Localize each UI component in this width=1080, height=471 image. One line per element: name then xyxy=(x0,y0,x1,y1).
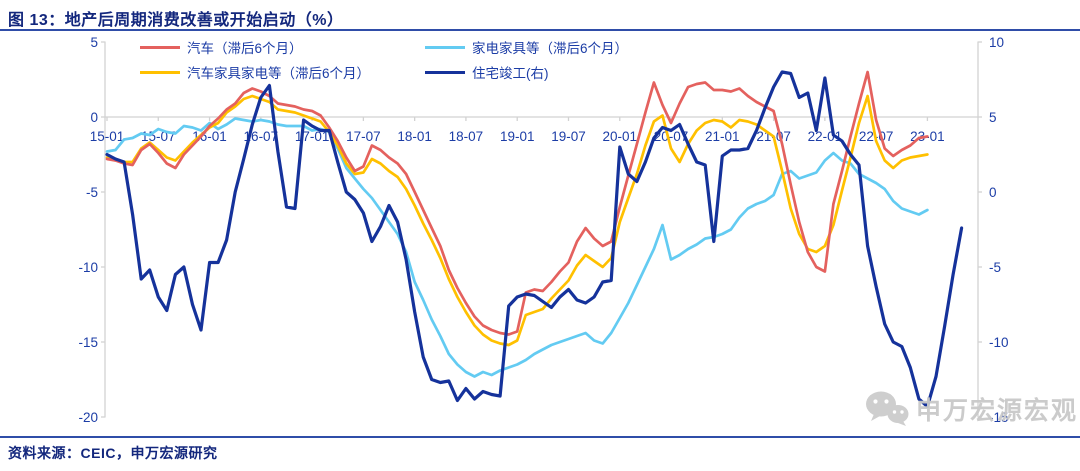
x-axis-tick-label: 20-01 xyxy=(602,129,637,144)
x-axis-tick-label: 16-01 xyxy=(192,129,227,144)
x-axis-tick-label: 16-07 xyxy=(244,129,279,144)
legend-item-residential-completion: 住宅竣工(右) xyxy=(425,63,549,81)
watermark-label: 申万宏源宏观 xyxy=(915,397,1078,425)
legend-label: 汽车家具家电等（滞后6个月） xyxy=(187,66,371,81)
x-axis-tick-label: 17-07 xyxy=(346,129,381,144)
legend-swatch-red-line xyxy=(140,45,180,49)
legend-item-appliances-furniture: 家电家具等（滞后6个月） xyxy=(425,38,628,56)
left-axis-tick-label: 5 xyxy=(90,35,98,50)
legend-label: 家电家具等（滞后6个月） xyxy=(472,41,629,56)
legend-swatch-yellow-line xyxy=(140,70,180,74)
right-axis-tick-label: -10 xyxy=(989,335,1009,350)
left-axis-tick-label: -10 xyxy=(78,260,98,275)
left-axis-tick-label: -5 xyxy=(86,185,98,200)
series-line-appliances-furniture xyxy=(105,117,929,378)
wechat-bubbles-icon xyxy=(865,391,909,426)
x-axis-tick-label: 20-07 xyxy=(654,129,689,144)
series-line-autos-furniture-appliances xyxy=(105,94,929,347)
title-underline xyxy=(0,29,1080,31)
right-axis-tick-label: -5 xyxy=(989,260,1001,275)
left-axis-tick-label: -15 xyxy=(78,335,98,350)
x-axis-tick-label: 15-01 xyxy=(90,129,125,144)
source-note: 资料来源：CEIC，申万宏源研究 xyxy=(8,445,218,461)
watermark: 申万宏源宏观 xyxy=(864,390,1078,428)
series-line-autos xyxy=(105,70,929,336)
right-axis-tick-label: 0 xyxy=(989,185,997,200)
legend-label: 住宅竣工(右) xyxy=(472,66,549,81)
legend-item-autos: 汽车（滞后6个月） xyxy=(140,38,303,56)
x-axis-tick-label: 18-07 xyxy=(449,129,484,144)
legend-swatch-skyblue-line xyxy=(425,45,465,49)
legend-swatch-navy-line xyxy=(425,70,465,74)
left-axis-tick-label: -20 xyxy=(78,410,98,425)
series-line-residential-completion xyxy=(105,70,964,409)
right-axis-tick-label: 5 xyxy=(989,110,997,125)
figure-title: 图 13：地产后周期消费改善或开始启动（%） xyxy=(8,12,344,29)
x-axis-tick-label: 19-07 xyxy=(551,129,586,144)
legend-item-autos-furniture-appliances: 汽车家具家电等（滞后6个月） xyxy=(140,63,370,81)
legend-label: 汽车（滞后6个月） xyxy=(187,41,303,56)
footer-divider xyxy=(0,436,1080,438)
x-axis-tick-label: 19-01 xyxy=(500,129,535,144)
right-axis-tick-label: 10 xyxy=(989,35,1004,50)
left-axis-tick-label: 0 xyxy=(90,110,98,125)
x-axis-tick-label: 21-01 xyxy=(705,129,740,144)
right-axis-tick-label: -15 xyxy=(989,410,1009,425)
x-axis-tick-label: 18-01 xyxy=(397,129,432,144)
x-axis-tick-label: 15-07 xyxy=(141,129,176,144)
